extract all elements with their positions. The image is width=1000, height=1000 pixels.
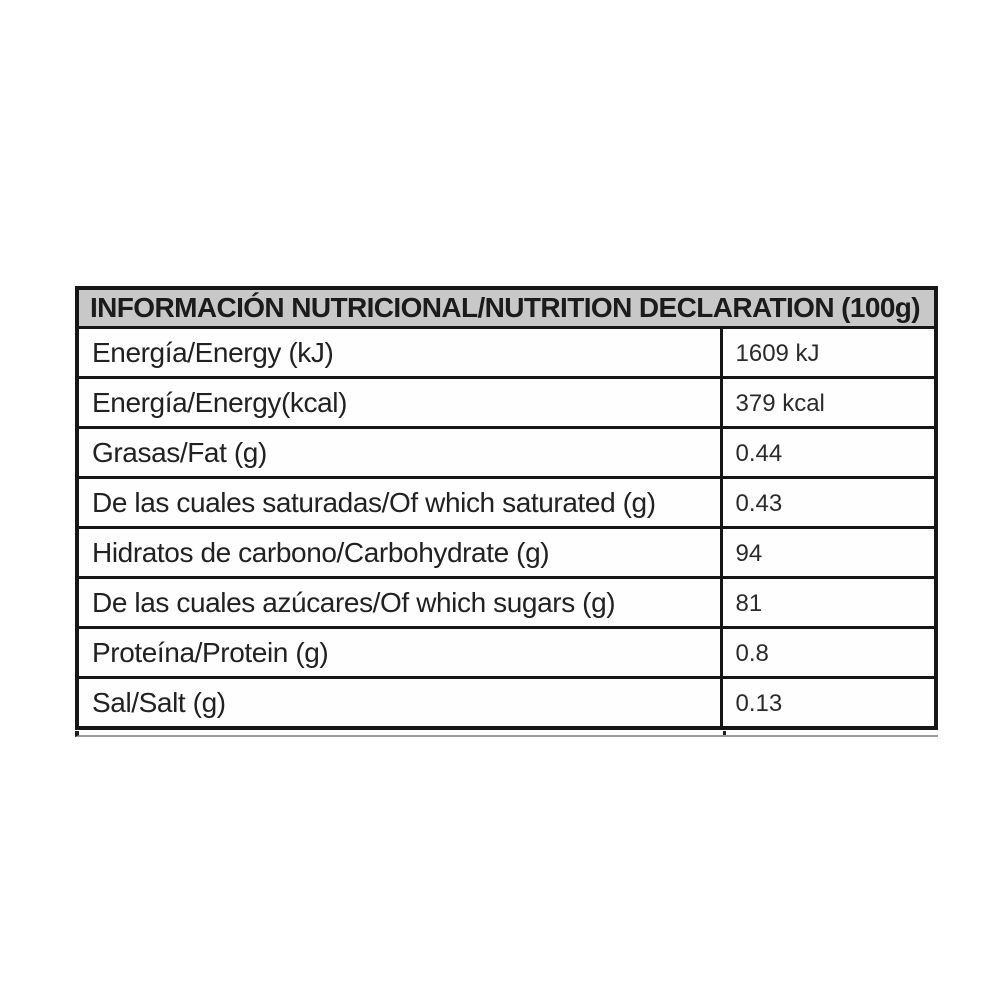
table-header-row: INFORMACIÓN NUTRICIONAL/NUTRITION DECLAR… [75,286,938,329]
row-value-energy-kcal: 379 kcal [719,376,938,429]
row-label-fat: Grasas/Fat (g) [75,426,723,479]
row-value-salt: 0.13 [719,676,938,730]
row-value-fat: 0.44 [719,426,938,479]
row-value-saturated: 0.43 [719,476,938,529]
nutrition-table: INFORMACIÓN NUTRICIONAL/NUTRITION DECLAR… [75,286,938,730]
row-label-carbohydrate: Hidratos de carbono/Carbohydrate (g) [75,526,723,579]
row-label-saturated: De las cuales saturadas/Of which saturat… [75,476,723,529]
nutrition-label: INFORMACIÓN NUTRICIONAL/NUTRITION DECLAR… [75,286,938,737]
row-label-protein: Proteína/Protein (g) [75,626,723,679]
table-row: Grasas/Fat (g) 0.44 [75,426,938,479]
row-label-salt: Sal/Salt (g) [75,676,723,730]
table-cutoff-sliver [75,731,938,737]
table-row: Energía/Energy (kJ) 1609 kJ [75,326,938,379]
row-value-energy-kj: 1609 kJ [719,326,938,379]
table-row: De las cuales saturadas/Of which saturat… [75,476,938,529]
row-value-sugars: 81 [719,576,938,629]
row-label-sugars: De las cuales azúcares/Of which sugars (… [75,576,723,629]
row-value-carbohydrate: 94 [719,526,938,579]
table-row: Energía/Energy(kcal) 379 kcal [75,376,938,429]
table-row: Sal/Salt (g) 0.13 [75,676,938,730]
row-value-protein: 0.8 [719,626,938,679]
row-label-energy-kj: Energía/Energy (kJ) [75,326,723,379]
table-title: INFORMACIÓN NUTRICIONAL/NUTRITION DECLAR… [75,286,938,329]
column-divider-stub [723,731,726,735]
row-label-energy-kcal: Energía/Energy(kcal) [75,376,723,429]
table-row: De las cuales azúcares/Of which sugars (… [75,576,938,629]
table-row: Hidratos de carbono/Carbohydrate (g) 94 [75,526,938,579]
table-row: Proteína/Protein (g) 0.8 [75,626,938,679]
